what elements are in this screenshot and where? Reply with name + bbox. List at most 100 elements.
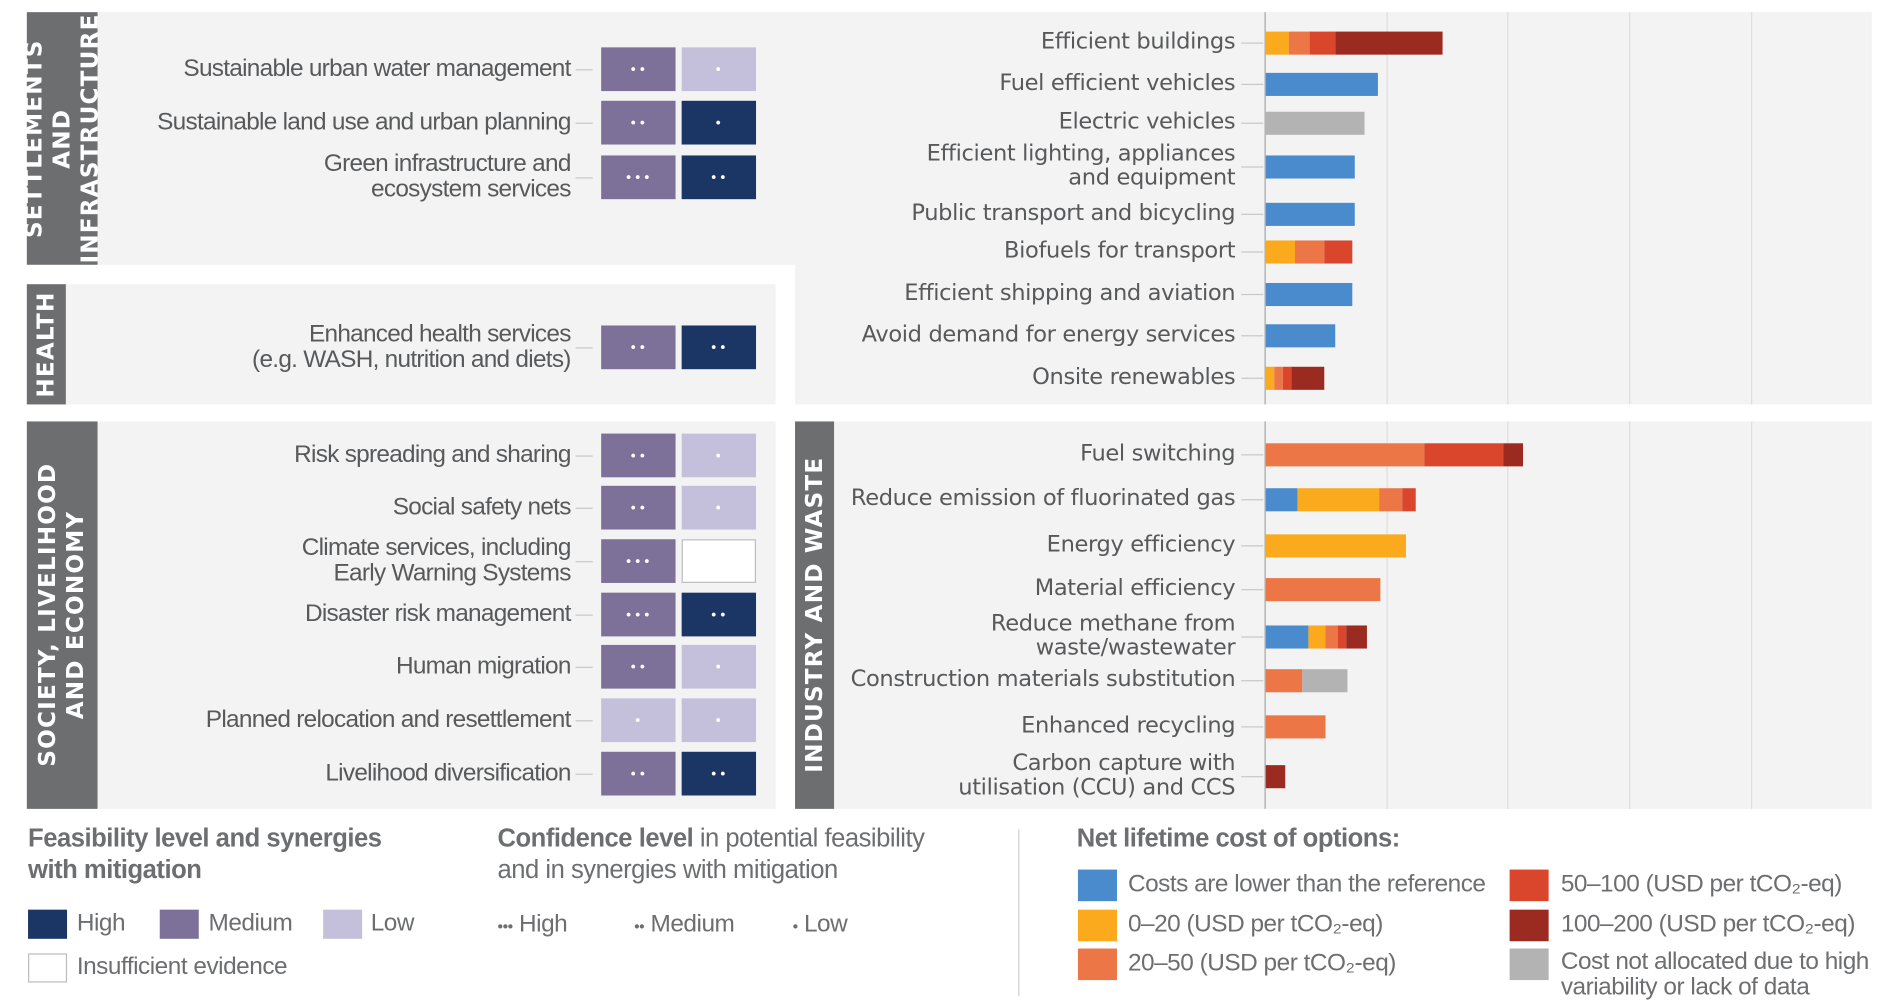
tick-mark	[1241, 293, 1264, 296]
mitigation-option-label: Reduce methane from waste/wastewater	[990, 610, 1236, 661]
legend-swatch-cost-not-allocated	[1509, 948, 1549, 981]
bar-segment-cost-20-50	[1288, 31, 1310, 55]
mitigation-option-label: Efficient buildings	[1040, 29, 1236, 55]
feasibility-medium-cell: ••	[601, 433, 676, 478]
confidence-dots-icon: ••	[709, 169, 728, 186]
legend-swatch-insufficient	[28, 953, 68, 983]
bar-segment-cost-20-50	[1265, 715, 1326, 739]
bar-segment-cost-lower	[1265, 488, 1298, 512]
tick-mark	[1241, 636, 1264, 638]
option-label: Human migration	[395, 652, 571, 680]
tick-mark	[1241, 83, 1264, 86]
bar-segment-cost-not-allocated	[1302, 669, 1348, 693]
bar-segment-cost-50-100	[1282, 366, 1292, 390]
legend-label-low: Low	[370, 909, 415, 937]
legend-swatch-cost-100-200	[1509, 909, 1549, 942]
gridline	[1507, 12, 1509, 405]
tick-mark	[575, 666, 593, 668]
mitigation-option-label: Electric vehicles	[1058, 109, 1236, 135]
synergy-high-cell: ••	[681, 592, 757, 637]
feasibility-medium-cell: ••	[601, 47, 676, 92]
gridline	[1386, 421, 1388, 809]
legend-swatch-cost-0-20	[1077, 909, 1117, 942]
legend-swatch-cost-20-50	[1077, 948, 1117, 981]
mitigation-option-label: Enhanced recycling	[1021, 712, 1236, 739]
option-label: Social safety nets	[392, 493, 572, 521]
legend-feasibility-title: Feasibility level and synergies with mit…	[28, 824, 382, 885]
gridline	[1629, 421, 1631, 809]
mitigation-option-label: Onsite renewables	[1032, 364, 1236, 390]
tick-mark	[1241, 377, 1264, 379]
legend-label-insufficient: Insufficient evidence	[76, 953, 288, 981]
mitigation-option-label: Efficient shipping and aviation	[904, 280, 1236, 307]
tick-mark	[1241, 166, 1264, 168]
bar-segment-cost-50-100	[1309, 31, 1336, 55]
legend-label-cost-100-200: 100–200 (USD per tCO₂-eq)	[1560, 910, 1856, 938]
bar-segment-cost-20-50	[1295, 240, 1325, 264]
x-axis-line	[1264, 421, 1266, 809]
bar-segment-cost-lower	[1265, 72, 1378, 96]
synergy-high-cell: •	[681, 100, 757, 145]
mitigation-option-label: Carbon capture with utilisation (CCU) an…	[958, 750, 1236, 801]
synergy-low-cell: •	[681, 698, 757, 743]
confidence-dots-icon: •••	[624, 606, 653, 623]
bar-segment-cost-20-50	[1378, 488, 1402, 512]
confidence-dots-icon: •••	[624, 553, 653, 569]
feasibility-low-cell: •	[601, 698, 676, 743]
bar-segment-cost-50-100	[1423, 443, 1504, 467]
synergy-high-cell: ••	[681, 155, 757, 200]
tick-mark	[575, 122, 593, 124]
bar-segment-cost-lower	[1265, 155, 1355, 179]
bar-segment-cost-50-100	[1337, 625, 1346, 649]
dots-medium-icon: ••	[634, 916, 645, 936]
bar-segment-cost-50-100	[1401, 488, 1416, 512]
option-label: Livelihood diversification	[325, 759, 571, 787]
gridline	[1750, 421, 1753, 809]
legend-label-cost-not-allocated: Cost not allocated due to high variabili…	[1560, 948, 1870, 1001]
tick-mark	[1241, 42, 1264, 44]
synergy-low-cell: •	[681, 433, 757, 478]
legend-confidence-low-label: Low	[803, 910, 848, 938]
dots-low-icon: •	[792, 916, 799, 936]
option-label: Planned relocation and resettlement	[205, 706, 572, 733]
confidence-dots-icon: ••	[629, 658, 648, 675]
bar-segment-cost-0-20	[1265, 534, 1406, 558]
feasibility-medium-cell: •••	[601, 592, 676, 637]
feasibility-medium-cell: ••	[601, 325, 676, 370]
legend-swatch-low	[323, 909, 363, 939]
bar-segment-cost-lower	[1265, 202, 1355, 226]
synergy-high-cell: ••	[681, 751, 757, 796]
legend-confidence-title-rest: in potential feasibility and in synergie…	[497, 824, 925, 885]
confidence-dots-icon: ••	[629, 339, 648, 356]
dots-high-icon: •••	[497, 916, 514, 936]
section-health-label: HEALTH	[32, 291, 60, 398]
mitigation-option-label: Fuel efficient vehicles	[999, 70, 1236, 96]
mitigation-option-label: Avoid demand for energy services	[861, 321, 1236, 348]
confidence-dots-icon: •	[714, 61, 724, 78]
bar-segment-cost-20-50	[1274, 366, 1283, 390]
gridline	[1386, 12, 1388, 405]
mitigation-option-label: Reduce emission of fluorinated gas	[850, 485, 1236, 512]
confidence-dots-icon: ••	[709, 765, 728, 782]
option-label: Disaster risk management	[304, 600, 571, 628]
tick-mark	[1241, 776, 1264, 778]
mitigation-option-label: Public transport and bicycling	[911, 200, 1236, 226]
tick-mark	[1241, 335, 1264, 337]
confidence-dots-icon: •	[714, 499, 724, 516]
confidence-dots-icon: ••	[709, 339, 728, 356]
confidence-dots-icon: ••	[709, 606, 728, 623]
tick-mark	[1241, 251, 1264, 253]
option-label: Sustainable urban water management	[183, 55, 571, 82]
confidence-dots-icon: ••	[629, 114, 648, 131]
gridline	[1629, 12, 1631, 405]
legend-divider	[1018, 829, 1020, 996]
legend-swatch-high	[28, 909, 68, 939]
feasibility-medium-cell: •••	[601, 155, 676, 200]
bar-segment-cost-0-20	[1308, 625, 1326, 649]
bar-segment-cost-lower	[1265, 324, 1336, 348]
legend-confidence-high: ••• High	[498, 911, 568, 939]
tick-mark	[1241, 680, 1264, 682]
bar-segment-cost-100-200	[1345, 625, 1367, 649]
bar-segment-cost-0-20	[1265, 366, 1275, 390]
tick-mark	[1241, 213, 1264, 215]
